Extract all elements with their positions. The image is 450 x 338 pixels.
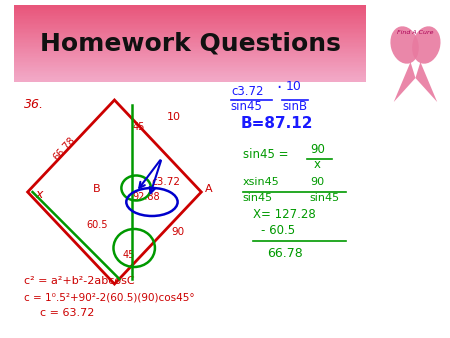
Text: 92.88: 92.88 bbox=[132, 192, 160, 202]
Bar bbox=[14, 35, 366, 37]
Text: Find A Cure: Find A Cure bbox=[397, 30, 434, 35]
Bar bbox=[14, 11, 366, 13]
Bar bbox=[14, 22, 366, 23]
Bar bbox=[14, 53, 366, 55]
Bar bbox=[14, 30, 366, 32]
Text: xsin45: xsin45 bbox=[243, 177, 279, 187]
Text: - 60.5: - 60.5 bbox=[261, 224, 295, 237]
Text: 90: 90 bbox=[310, 177, 324, 187]
Bar bbox=[14, 13, 366, 15]
Bar bbox=[14, 70, 366, 71]
Bar bbox=[14, 5, 366, 7]
Text: x: x bbox=[36, 188, 43, 201]
Text: 60.5: 60.5 bbox=[87, 220, 108, 230]
Bar bbox=[14, 58, 366, 60]
Text: B=87.12: B=87.12 bbox=[241, 116, 313, 131]
Text: sin45 =: sin45 = bbox=[243, 148, 288, 161]
Bar bbox=[14, 77, 366, 79]
Bar bbox=[14, 46, 366, 47]
Text: c² = a²+b²-2abcosC: c² = a²+b²-2abcosC bbox=[24, 276, 134, 286]
Bar bbox=[14, 56, 366, 57]
Bar bbox=[14, 19, 366, 21]
Bar bbox=[14, 62, 366, 64]
Text: c = 1⁰.5²+90²-2(60.5)(90)cos45°: c = 1⁰.5²+90²-2(60.5)(90)cos45° bbox=[24, 292, 194, 302]
Text: 10: 10 bbox=[285, 80, 301, 93]
Text: sin45: sin45 bbox=[243, 193, 273, 203]
Bar bbox=[14, 44, 366, 46]
Bar bbox=[14, 23, 366, 25]
Bar bbox=[14, 9, 366, 10]
Bar bbox=[14, 43, 366, 45]
Text: c3.72: c3.72 bbox=[231, 85, 263, 98]
Bar bbox=[14, 15, 366, 17]
Bar bbox=[14, 32, 366, 33]
Text: sin45: sin45 bbox=[310, 193, 340, 203]
Bar bbox=[14, 75, 366, 76]
Text: Homework Questions: Homework Questions bbox=[40, 31, 340, 55]
Bar bbox=[14, 42, 366, 44]
Text: X= 127.28: X= 127.28 bbox=[252, 208, 315, 221]
Text: 36.: 36. bbox=[24, 98, 44, 111]
Bar bbox=[371, 0, 450, 90]
Text: A: A bbox=[205, 184, 213, 194]
Bar bbox=[14, 29, 366, 31]
Text: 45: 45 bbox=[122, 250, 135, 260]
Bar bbox=[14, 18, 366, 20]
Bar bbox=[14, 63, 366, 65]
Bar bbox=[14, 76, 366, 78]
Bar bbox=[14, 34, 366, 36]
Bar bbox=[14, 78, 366, 80]
Bar bbox=[14, 54, 366, 56]
Bar bbox=[14, 47, 366, 49]
Bar bbox=[14, 49, 366, 51]
Text: 66.78: 66.78 bbox=[267, 247, 303, 260]
Text: 10: 10 bbox=[167, 112, 181, 122]
Bar bbox=[14, 68, 366, 70]
Text: 90: 90 bbox=[310, 143, 325, 156]
Bar bbox=[14, 27, 366, 28]
Text: sinB: sinB bbox=[282, 100, 307, 113]
Bar bbox=[14, 10, 366, 12]
Text: c = 63.72: c = 63.72 bbox=[40, 308, 95, 318]
Bar bbox=[14, 51, 366, 52]
Text: x: x bbox=[314, 158, 321, 171]
Bar bbox=[14, 7, 366, 9]
Bar bbox=[14, 25, 366, 27]
Bar bbox=[14, 66, 366, 68]
Bar bbox=[14, 6, 366, 8]
Bar bbox=[14, 20, 366, 22]
Text: B: B bbox=[93, 184, 100, 194]
Bar bbox=[14, 57, 366, 59]
Ellipse shape bbox=[391, 26, 419, 64]
Bar bbox=[14, 59, 366, 61]
Bar bbox=[14, 72, 366, 74]
Ellipse shape bbox=[412, 26, 441, 64]
Bar bbox=[14, 17, 366, 18]
Text: 66.78: 66.78 bbox=[51, 135, 77, 162]
Bar bbox=[14, 80, 366, 81]
Text: ·: · bbox=[276, 79, 282, 97]
Bar bbox=[14, 67, 366, 69]
Bar bbox=[14, 65, 366, 66]
Polygon shape bbox=[415, 62, 437, 102]
Bar bbox=[14, 38, 366, 40]
Bar bbox=[14, 14, 366, 16]
Bar bbox=[14, 71, 366, 73]
Text: 45: 45 bbox=[132, 122, 144, 132]
Text: sin45: sin45 bbox=[231, 100, 263, 113]
Bar bbox=[14, 39, 366, 41]
Bar bbox=[14, 52, 366, 54]
Polygon shape bbox=[394, 62, 415, 102]
Bar bbox=[14, 41, 366, 42]
Bar bbox=[14, 48, 366, 50]
Bar bbox=[14, 24, 366, 26]
Bar bbox=[14, 33, 366, 35]
Text: c3.72: c3.72 bbox=[151, 177, 180, 187]
Bar bbox=[14, 37, 366, 39]
Bar bbox=[14, 73, 366, 75]
Bar bbox=[14, 28, 366, 30]
Text: 90: 90 bbox=[172, 227, 185, 237]
Bar bbox=[14, 61, 366, 63]
